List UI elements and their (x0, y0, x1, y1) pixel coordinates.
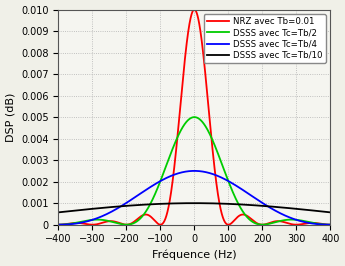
Line: NRZ avec Tb=0.01: NRZ avec Tb=0.01 (58, 10, 330, 225)
NRZ avec Tb=0.01 (221, 216, 225, 219)
NRZ avec Tb=0.01 (192, 8, 196, 11)
DSSS avec Tc=Tb/2 (192, 115, 196, 119)
NRZ avec Tb=0.01 (231, 220, 235, 223)
DSSS avec Tc=Tb/10 (310, 209, 315, 212)
DSSS avec Tc=Tb/10 (231, 202, 235, 206)
X-axis label: Fréquence (Hz): Fréquence (Hz) (152, 250, 237, 260)
DSSS avec Tc=Tb/10 (56, 211, 60, 214)
DSSS avec Tc=Tb/10 (192, 202, 196, 205)
DSSS avec Tc=Tb/4 (56, 223, 60, 226)
Line: DSSS avec Tc=Tb/4: DSSS avec Tc=Tb/4 (58, 171, 330, 225)
DSSS avec Tc=Tb/4 (221, 177, 225, 180)
Line: DSSS avec Tc=Tb/2: DSSS avec Tc=Tb/2 (58, 117, 330, 225)
NRZ avec Tb=0.01 (124, 223, 128, 226)
NRZ avec Tb=0.01 (185, 39, 189, 42)
Y-axis label: DSP (dB): DSP (dB) (6, 92, 16, 142)
DSSS avec Tc=Tb/2 (251, 221, 255, 224)
DSSS avec Tc=Tb/10 (251, 203, 255, 207)
DSSS avec Tc=Tb/10 (124, 204, 128, 207)
DSSS avec Tc=Tb/4 (251, 195, 255, 198)
DSSS avec Tc=Tb/4 (192, 169, 196, 172)
DSSS avec Tc=Tb/2 (221, 165, 225, 168)
NRZ avec Tb=0.01 (310, 221, 315, 225)
Legend: NRZ avec Tb=0.01, DSSS avec Tc=Tb/2, DSSS avec Tc=Tb/4, DSSS avec Tc=Tb/10: NRZ avec Tb=0.01, DSSS avec Tc=Tb/2, DSS… (204, 14, 326, 63)
DSSS avec Tc=Tb/4 (185, 170, 189, 173)
NRZ avec Tb=0.01 (328, 223, 332, 226)
DSSS avec Tc=Tb/2 (185, 120, 189, 123)
NRZ avec Tb=0.01 (251, 219, 255, 222)
DSSS avec Tc=Tb/10 (185, 202, 189, 205)
DSSS avec Tc=Tb/10 (221, 202, 225, 205)
DSSS avec Tc=Tb/2 (124, 223, 128, 226)
DSSS avec Tc=Tb/2 (310, 221, 315, 224)
NRZ avec Tb=0.01 (56, 223, 60, 226)
DSSS avec Tc=Tb/4 (328, 223, 332, 226)
DSSS avec Tc=Tb/2 (56, 223, 60, 226)
DSSS avec Tc=Tb/4 (231, 182, 235, 185)
Line: DSSS avec Tc=Tb/10: DSSS avec Tc=Tb/10 (58, 203, 330, 212)
DSSS avec Tc=Tb/2 (231, 191, 235, 194)
DSSS avec Tc=Tb/2 (328, 223, 332, 226)
DSSS avec Tc=Tb/4 (124, 201, 128, 205)
DSSS avec Tc=Tb/4 (310, 222, 315, 225)
DSSS avec Tc=Tb/10 (328, 211, 332, 214)
